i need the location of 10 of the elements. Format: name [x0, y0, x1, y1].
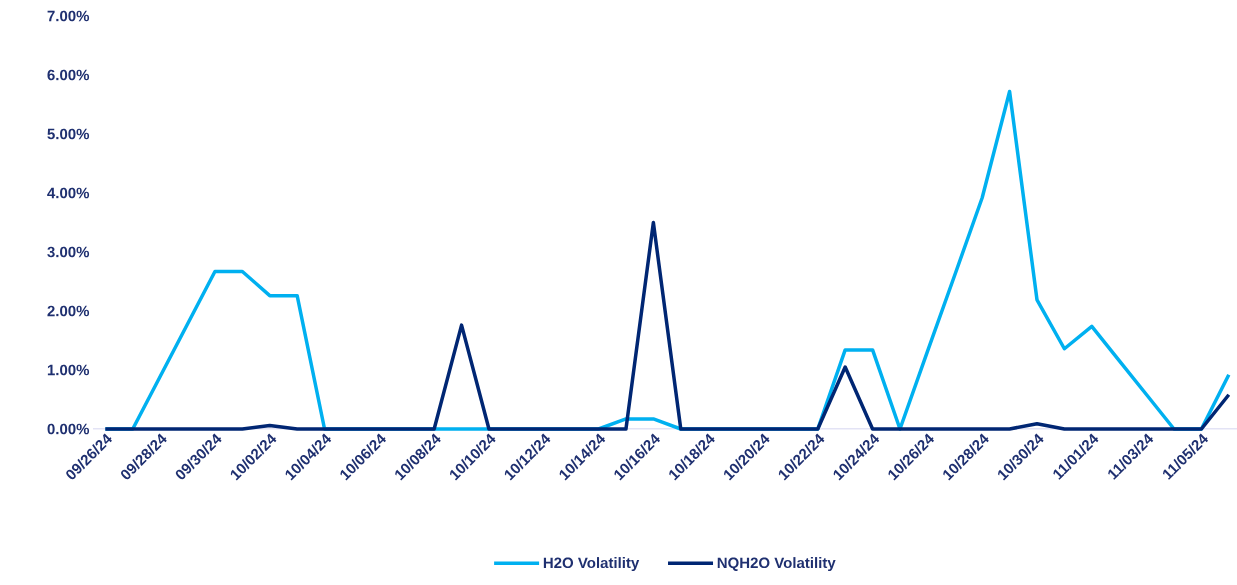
y-tick-label: 6.00%: [47, 69, 90, 81]
y-tick-label: 3.00%: [47, 246, 90, 258]
y-tick-label: 5.00%: [47, 128, 90, 140]
legend-label: NQH2O Volatility: [717, 557, 836, 572]
y-tick-label: 7.00%: [47, 10, 90, 22]
legend-label: H2O Volatility: [543, 557, 640, 572]
y-tick-label: 0.00%: [47, 423, 90, 435]
y-tick-label: 1.00%: [47, 364, 90, 376]
y-tick-label: 2.00%: [47, 305, 90, 317]
y-tick-label: 4.00%: [47, 187, 90, 199]
